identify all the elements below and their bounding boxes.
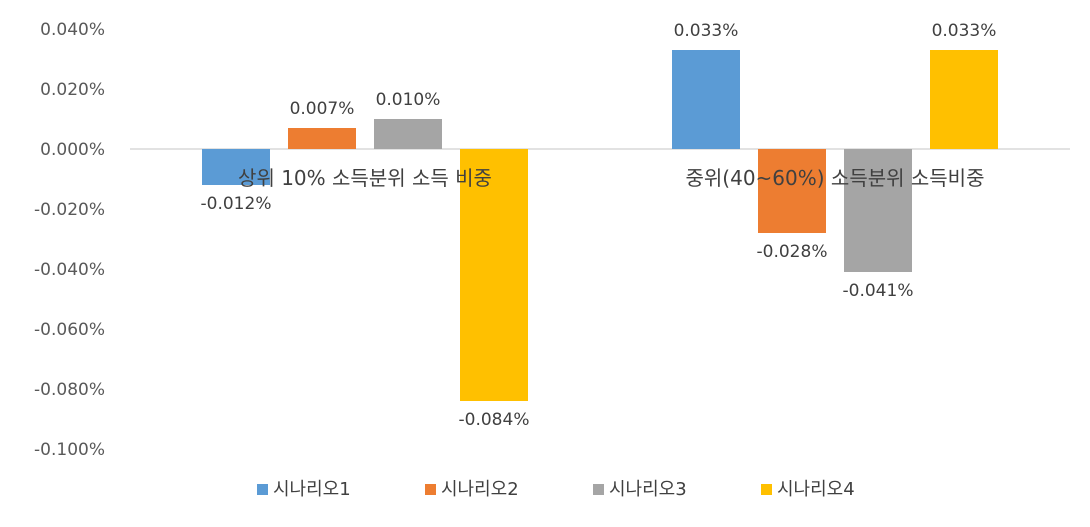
bar [672, 50, 740, 149]
bar [844, 149, 912, 272]
data-label: 0.033% [674, 21, 739, 41]
legend-label: 시나리오2 [441, 479, 519, 500]
y-axis-ticks: 0.040% 0.020% 0.000% -0.020% -0.040% -0.060% -… [34, 20, 105, 460]
legend: 시나리오1 시나리오2 시나리오3 시나리오4 [257, 479, 855, 500]
y-tick-label: 0.000% [40, 140, 105, 160]
legend-swatch [593, 484, 604, 495]
legend-swatch [425, 484, 436, 495]
data-label: 0.033% [932, 21, 997, 41]
y-tick-label: -0.060% [34, 320, 105, 340]
bar [288, 128, 356, 149]
bar [460, 149, 528, 401]
legend-swatch [257, 484, 268, 495]
data-label: -0.084% [459, 410, 530, 430]
category-labels: 상위 10% 소득분위 소득 비중 중위(40~60%) 소득분위 소득비중 [238, 166, 984, 190]
y-tick-label: 0.040% [40, 20, 105, 40]
y-tick-label: -0.020% [34, 200, 105, 220]
bar [758, 149, 826, 233]
legend-label: 시나리오1 [273, 479, 351, 500]
legend-label: 시나리오4 [777, 479, 855, 500]
bar [930, 50, 998, 149]
y-tick-label: -0.080% [34, 380, 105, 400]
bar [202, 149, 270, 185]
bar [374, 119, 442, 149]
data-label: -0.041% [843, 281, 914, 301]
legend-label: 시나리오3 [609, 479, 687, 500]
data-label: -0.012% [201, 194, 272, 214]
y-tick-label: -0.040% [34, 260, 105, 280]
category-label: 상위 10% 소득분위 소득 비중 [238, 166, 492, 190]
y-tick-label: 0.020% [40, 80, 105, 100]
y-tick-label: -0.100% [34, 440, 105, 460]
data-label: 0.010% [376, 90, 441, 110]
data-label: -0.028% [757, 242, 828, 262]
bars-group [202, 50, 998, 401]
data-label: 0.007% [290, 99, 355, 119]
legend-swatch [761, 484, 772, 495]
data-labels: -0.012% 0.007% 0.010% -0.084% 0.033% -0.028%-… [201, 21, 997, 430]
category-label: 중위(40~60%) 소득분위 소득비중 [686, 166, 985, 190]
